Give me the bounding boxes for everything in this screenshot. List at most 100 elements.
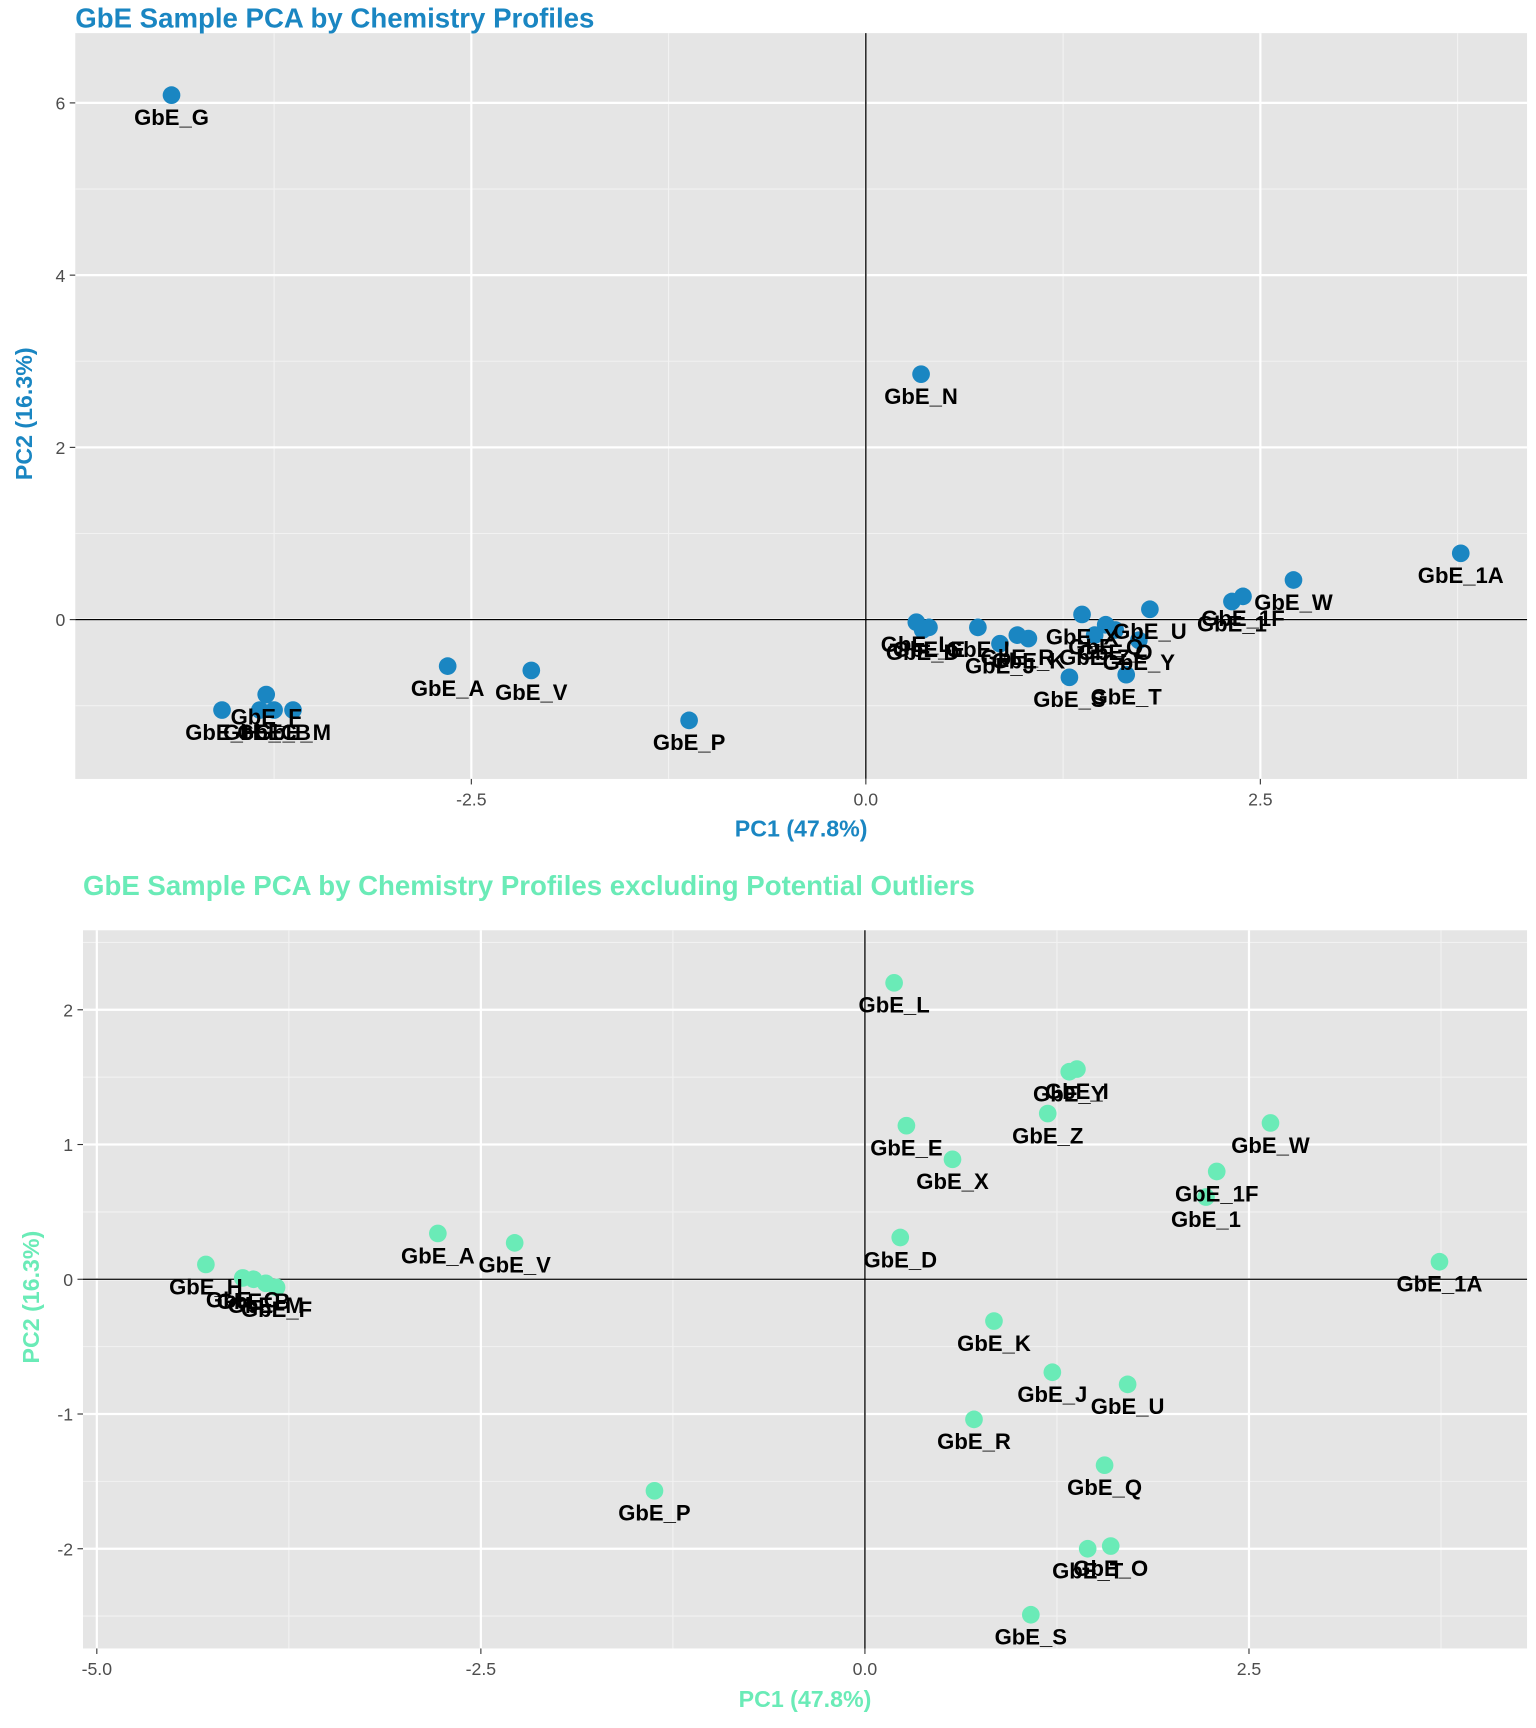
x-tick-label: 2.5 <box>1248 789 1273 809</box>
point <box>429 1224 447 1243</box>
point <box>1043 1363 1062 1382</box>
point <box>1451 544 1470 563</box>
point <box>162 86 181 104</box>
point-label: GbE_X <box>916 1169 989 1194</box>
point-label: GbE_H <box>185 720 259 745</box>
point <box>257 685 276 704</box>
point <box>1021 1605 1040 1624</box>
point-label: GbE_X <box>1046 624 1119 649</box>
y-tick-label: 2 <box>63 1000 73 1020</box>
point <box>897 1116 916 1135</box>
x-tick-label: -2.5 <box>466 1659 497 1679</box>
point-label: GbE_F <box>231 704 302 729</box>
point <box>1073 605 1091 624</box>
point-label: GbE_F <box>241 1297 312 1322</box>
point-label: GbE_P <box>618 1501 690 1526</box>
point-label: GbE_L <box>859 993 930 1018</box>
x-tick-label: 0.0 <box>853 1659 878 1679</box>
point <box>1141 600 1159 619</box>
point <box>265 701 283 719</box>
point-label: GbE_Y <box>1033 1082 1106 1107</box>
point-label: GbE_I <box>1045 1079 1109 1104</box>
point-label: GbE_V <box>478 1253 551 1278</box>
point-label: GbE_D <box>863 1247 937 1272</box>
y-tick-label: -2 <box>57 1539 73 1559</box>
point-label: GbE_1A <box>1397 1272 1483 1297</box>
y-tick-label: 4 <box>55 266 65 286</box>
point-label: GbE_B <box>217 1289 291 1314</box>
point <box>1117 665 1136 684</box>
point-label: GbE_H <box>169 1274 243 1299</box>
chart-title: GbE Sample PCA by Chemistry Profiles exc… <box>83 870 975 901</box>
point-label: GbE_A <box>401 1243 475 1268</box>
point-label: GbE_Z <box>1012 1123 1083 1148</box>
point <box>1130 631 1148 650</box>
point-label: GbE_W <box>1254 590 1333 615</box>
point-label: GbE_U <box>1091 1394 1165 1419</box>
point <box>1197 1188 1215 1206</box>
point <box>1284 571 1303 589</box>
point-label: GbE_E <box>870 1135 942 1160</box>
point <box>1068 1060 1086 1078</box>
point-label: GbE_S <box>995 1625 1067 1650</box>
point-label: GbE_R <box>981 645 1055 670</box>
point <box>985 1312 1003 1330</box>
point <box>522 661 541 680</box>
point-label: GbE_T <box>1091 685 1163 710</box>
point-label: GbE_E <box>893 637 965 662</box>
point-label: GbE_Y <box>1103 650 1176 675</box>
point-label: GbE_K <box>957 1331 1031 1356</box>
plot-background <box>82 930 1528 1649</box>
y-axis-label: PC2 (16.3%) <box>18 1231 44 1364</box>
point <box>645 1481 664 1500</box>
point-label: GbE_M <box>228 1293 304 1318</box>
point <box>912 365 930 384</box>
chart-title: GbE Sample PCA by Chemistry Profiles <box>75 3 594 34</box>
y-tick-label: -1 <box>57 1405 73 1425</box>
point-label: GbE_S <box>1033 687 1105 712</box>
point <box>943 1150 962 1169</box>
point-label: GbE_W <box>1231 1133 1310 1158</box>
point <box>913 621 932 639</box>
point <box>965 1410 983 1429</box>
point-label: GbE_1 <box>1197 611 1267 636</box>
y-axis-label: PC2 (16.3%) <box>11 347 37 480</box>
point <box>1101 1537 1120 1555</box>
point <box>1106 621 1125 639</box>
x-axis-label: PC1 (47.8%) <box>739 1686 872 1712</box>
point <box>969 618 987 637</box>
point-label: GbE_1 <box>1171 1207 1241 1232</box>
point-label: GbE_O <box>1078 640 1153 665</box>
x-tick-label: 2.5 <box>1237 1659 1262 1679</box>
point-label: GbE_C <box>223 720 297 745</box>
point-label: GbE_M <box>255 720 331 745</box>
point <box>256 1274 275 1293</box>
point-label: GbE_C <box>206 1288 280 1313</box>
point-label: GbE_Q <box>1067 1475 1142 1500</box>
point-label: GbE_O <box>1073 1556 1148 1581</box>
point <box>284 701 302 719</box>
point-label: GbE_K <box>992 648 1066 673</box>
point-label: GbE_Q <box>1068 635 1143 660</box>
point-label: GbE_L <box>881 632 952 657</box>
x-tick-label: -2.5 <box>456 789 487 809</box>
point-label: GbE_P <box>653 730 725 755</box>
y-tick-label: 1 <box>63 1135 73 1155</box>
point-label: GbE_D <box>886 640 960 665</box>
point-label: GbE_J <box>965 654 1035 679</box>
point <box>438 657 457 675</box>
y-tick-label: 6 <box>55 94 65 114</box>
point <box>197 1255 215 1274</box>
y-tick-label: 2 <box>55 438 65 458</box>
point <box>991 634 1009 653</box>
point-label: GbE_G <box>134 105 209 130</box>
point <box>1078 1539 1097 1558</box>
point <box>1095 1456 1114 1475</box>
point <box>1261 1114 1280 1132</box>
point-label: GbE_N <box>884 384 958 409</box>
point <box>1060 668 1079 687</box>
point <box>1207 1162 1226 1181</box>
point-label: GbE_U <box>1113 619 1187 644</box>
x-axis-label: PC1 (47.8%) <box>735 815 868 841</box>
point <box>505 1234 524 1252</box>
